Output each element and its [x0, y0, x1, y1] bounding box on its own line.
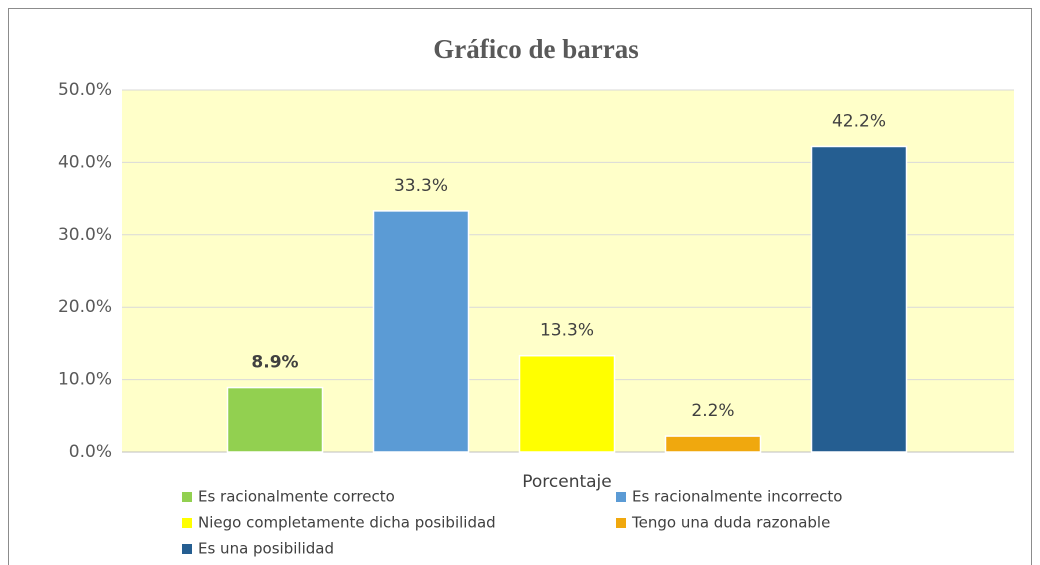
data-label: 8.9% [251, 353, 298, 373]
bar [664, 435, 762, 453]
legend-marker [182, 544, 192, 554]
legend-marker [616, 492, 626, 502]
y-tick-label: 50.0% [58, 80, 112, 100]
x-tick-label: Porcentaje [522, 472, 612, 492]
y-tick-label: 10.0% [58, 370, 112, 390]
data-label: 33.3% [394, 176, 448, 196]
bar [810, 145, 908, 453]
data-label: 2.2% [691, 401, 734, 421]
data-label: 42.2% [832, 111, 886, 131]
legend-label: Es racionalmente correcto [198, 488, 395, 506]
legend-label: Es una posibilidad [198, 540, 334, 558]
legend-marker [182, 518, 192, 528]
chart-title: Gráfico de barras [433, 34, 638, 64]
data-label: 13.3% [540, 321, 594, 341]
bar [226, 386, 324, 453]
legend-label: Tengo una duda razonable [631, 514, 830, 532]
y-tick-label: 0.0% [69, 442, 112, 462]
y-tick-label: 20.0% [58, 297, 112, 317]
bar [518, 354, 616, 453]
legend-marker [616, 518, 626, 528]
bar [372, 210, 470, 453]
y-tick-label: 30.0% [58, 225, 112, 245]
legend-label: Niego completamente dicha posibilidad [198, 514, 496, 532]
legend-marker [182, 492, 192, 502]
legend-label: Es racionalmente incorrecto [632, 488, 842, 506]
y-tick-label: 40.0% [58, 152, 112, 172]
